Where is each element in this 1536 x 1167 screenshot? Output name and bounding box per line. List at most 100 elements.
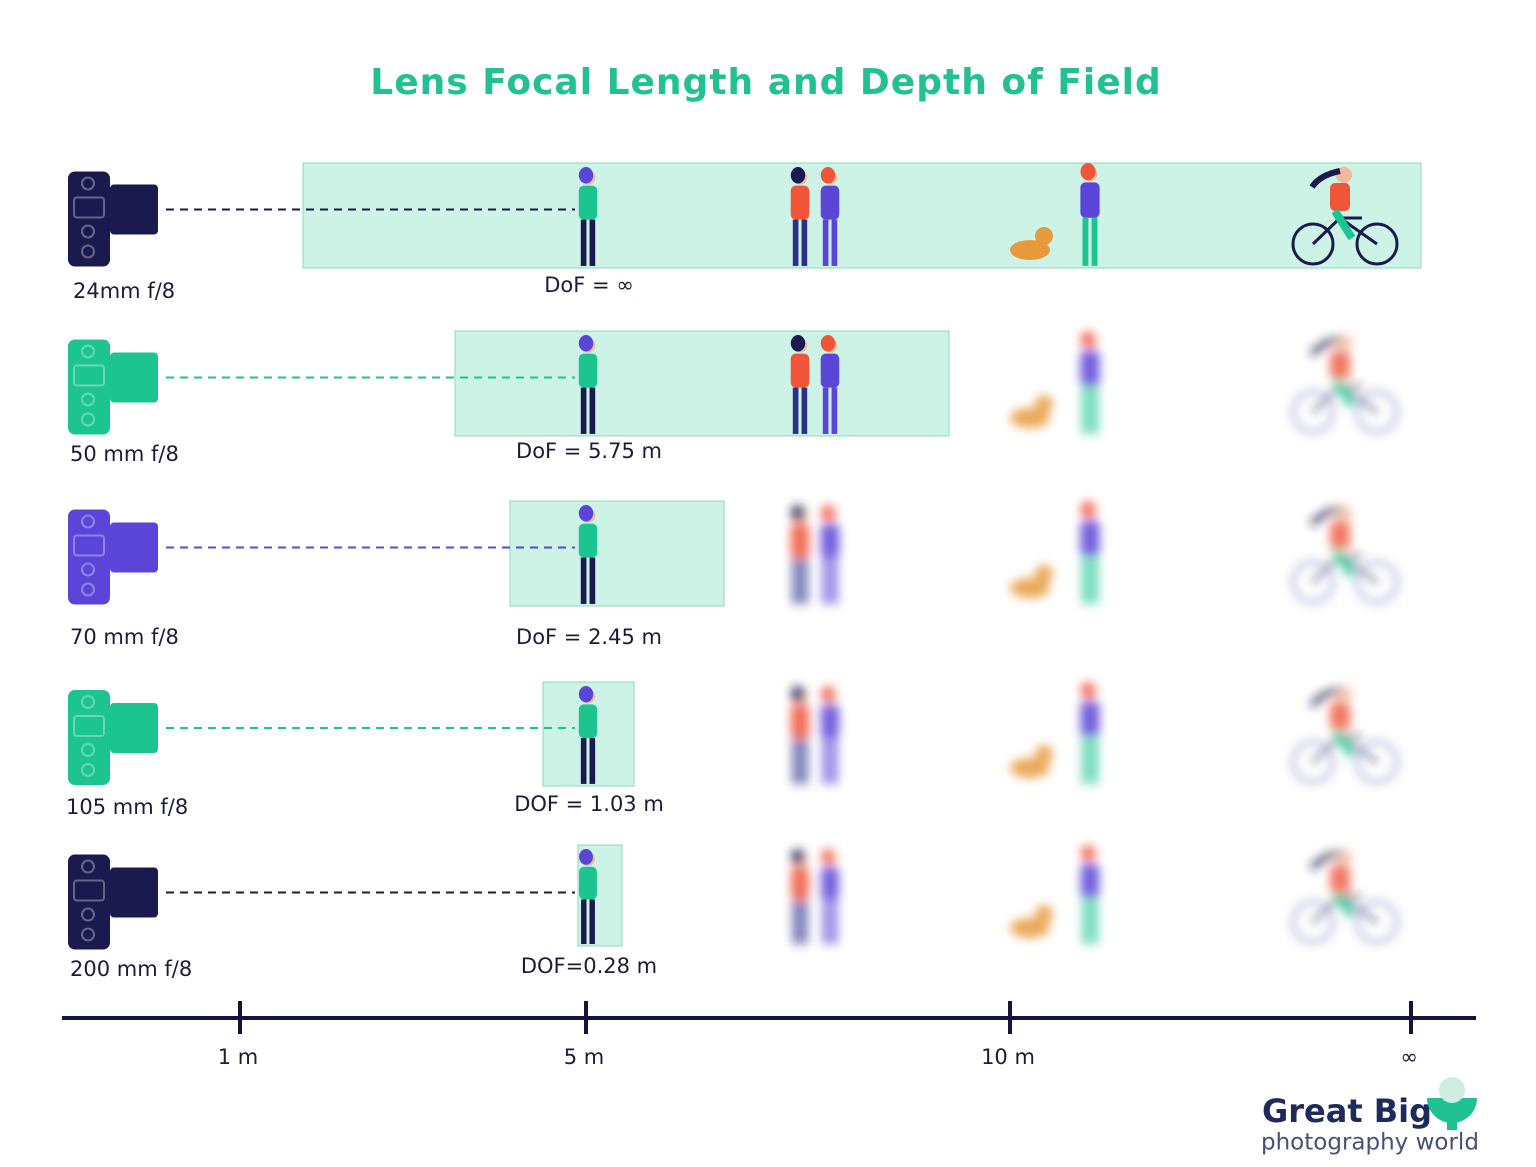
rider-leg [1331,890,1356,919]
axis-label: 5 m [564,1045,605,1069]
camera-lens [110,184,158,235]
logo-icon-stem [1447,1118,1457,1130]
leg [831,219,838,266]
dof-label: DOF = 1.03 m [514,792,664,816]
camera-lens [110,703,158,753]
leg [1082,217,1089,266]
hair [790,505,806,522]
woman [820,686,840,784]
couple [791,848,839,945]
row: 24mm f/8 DoF = ∞ [68,162,1422,303]
rider-hair [1309,336,1341,357]
row: 70 mm f/8 DoF = 2.45 m [68,500,1399,649]
leg [1091,385,1098,434]
bike-wheel [1355,560,1399,604]
rider-torso [1330,702,1350,730]
logo-icon [1427,1098,1477,1123]
camera-screen [73,715,105,737]
camera-body [68,171,110,267]
man [790,686,810,784]
logo-icon-head [1439,1077,1465,1103]
camera-body [68,690,110,785]
hair [1080,163,1096,181]
logo: Great Big photography world [1261,1077,1479,1156]
cyclist [1291,686,1399,784]
couple [790,686,840,784]
camera-dial [81,344,95,359]
row: 105 mm f/8 DOF = 1.03 m [66,681,1399,819]
dof-label: DoF = 5.75 m [516,439,662,463]
dof-zone [302,162,1422,269]
hair [821,848,835,865]
camera-body [68,854,110,950]
subject-woman [578,335,598,434]
leg [1091,217,1098,266]
lens-label: 24mm f/8 [73,279,175,303]
torso [820,704,840,739]
walker-with-dog [1010,845,1100,944]
rider-leg [1331,376,1356,409]
dof-label: DoF = 2.45 m [516,625,662,649]
man [790,167,810,266]
hair [790,335,806,352]
row: 200 mm f/8 DOF=0.28 m [68,844,1399,981]
hair [790,167,806,184]
hair [578,505,594,522]
bike-wheel [1291,390,1335,434]
camera-screen [73,534,105,557]
couple [790,335,840,434]
leg [589,387,596,434]
hair [1080,501,1096,519]
camera-icon [68,509,158,605]
leg [1091,555,1098,604]
dog-head [1035,227,1053,245]
walker [1080,682,1100,784]
dog [1010,408,1050,428]
torso [578,704,598,739]
couple [790,505,840,604]
bike-wheel [1291,740,1335,784]
axis-ticks: 1 m 5 m 10 m ∞ [218,1001,1418,1069]
leg [793,899,799,945]
rows: 24mm f/8 DoF = ∞ 50 mm f/8 DoF = 5.75 m 70 m… [66,162,1422,981]
leg [831,387,838,434]
rider-hair [1309,850,1341,871]
subject-woman [578,505,598,604]
hair [1080,682,1096,700]
torso [1080,863,1100,898]
torso [820,185,840,220]
leg [822,219,829,266]
torso [790,353,810,388]
leg [580,738,587,784]
leg [831,899,837,945]
torso [1080,520,1100,556]
lens-label: 105 mm f/8 [66,795,188,819]
rider-hair [1309,687,1341,708]
dog [1010,240,1050,260]
leg [1082,555,1089,604]
hair [820,167,836,184]
leg [823,899,829,945]
camera-dial [81,244,95,259]
camera-screen [73,364,105,387]
camera-screen [73,196,105,219]
man [790,335,810,434]
hair [820,505,836,522]
torso [790,523,810,558]
woman [820,167,840,266]
leg [792,557,799,604]
axis-label: 1 m [218,1045,259,1069]
dof-label: DoF = ∞ [544,273,634,297]
walker-with-dog [1010,331,1100,434]
hair [820,335,836,352]
torso [790,185,810,220]
bike-wheel [1355,900,1399,944]
leg [580,219,587,266]
dog-head [1035,395,1053,413]
cyclist [1291,335,1399,434]
lens-label: 70 mm f/8 [70,625,179,649]
camera-body [68,509,110,605]
walker [1080,845,1100,944]
dof-zone [454,330,950,437]
woman [820,335,840,434]
